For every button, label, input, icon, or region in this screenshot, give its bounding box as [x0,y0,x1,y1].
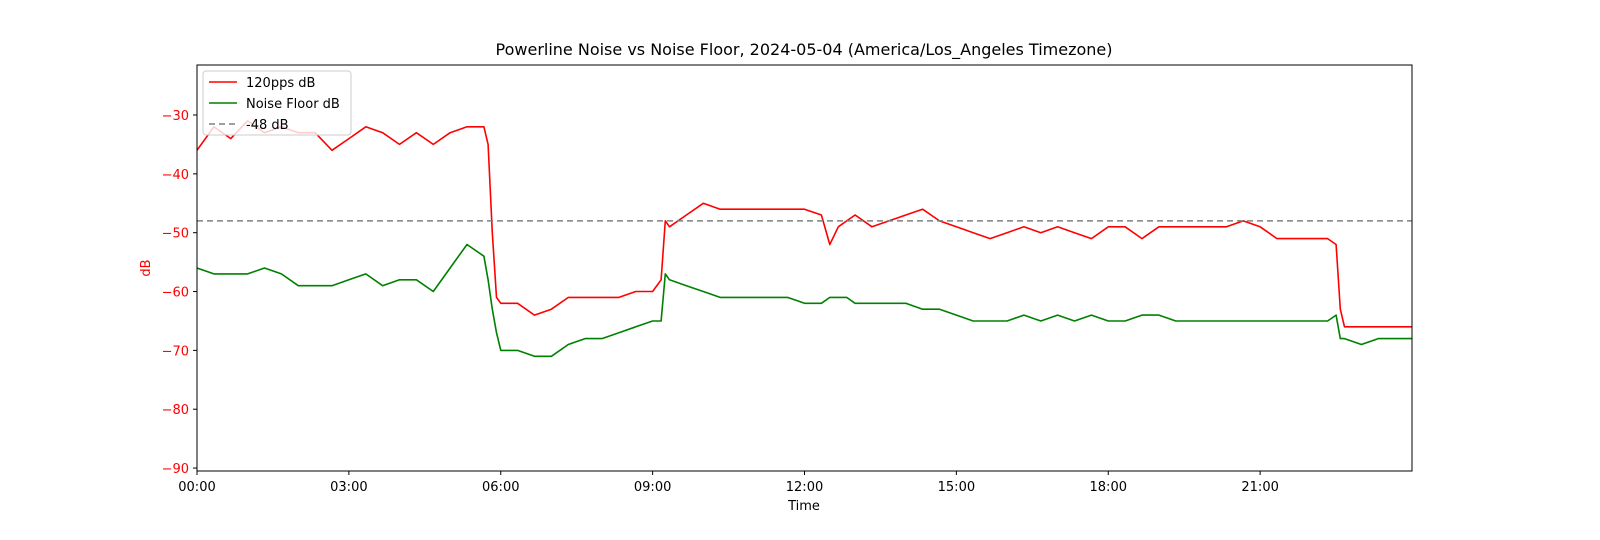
y-axis-label: dB [139,259,154,276]
y-tick-label: −40 [162,168,189,183]
series-layer [197,120,1412,358]
series-line-120pps [197,120,1412,328]
x-tick-label: 06:00 [482,480,519,495]
x-tick-label: 09:00 [634,480,671,495]
x-axis-label: Time [787,499,820,514]
legend-label: Noise Floor dB [246,97,340,112]
legend-label: -48 dB [246,118,289,133]
x-axis: 00:00 03:00 06:00 09:00 12:00 15:00 18:00 21:00 [178,471,1279,495]
x-tick-label: 15:00 [938,480,975,495]
x-tick-label: 03:00 [330,480,367,495]
y-tick-label: −50 [162,227,189,242]
y-tick-label: −30 [162,109,189,124]
legend-box [202,70,352,136]
y-axis: −90 −80 −70 −60 −50 −40 −30 [162,109,197,477]
y-tick-label: −60 [162,286,189,301]
x-tick-label: 12:00 [786,480,823,495]
series-line-noise-floor [197,243,1412,358]
y-tick-label: −90 [162,462,189,477]
y-tick-label: −80 [162,403,189,418]
x-tick-label: 18:00 [1090,480,1127,495]
chart-title: Powerline Noise vs Noise Floor, 2024-05-… [496,40,1113,60]
x-tick-label: 00:00 [178,480,215,495]
y-tick-label: −70 [162,344,189,359]
x-tick-label: 21:00 [1241,480,1278,495]
legend: 120pps dB Noise Floor dB -48 dB [202,70,352,136]
legend-label: 120pps dB [246,76,315,91]
